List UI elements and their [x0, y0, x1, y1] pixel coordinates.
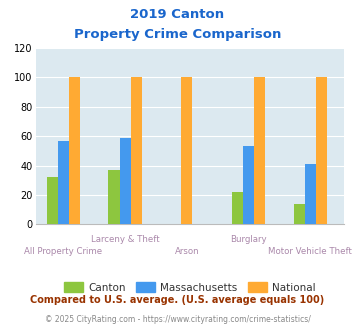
Bar	[47, 177, 58, 224]
Bar	[294, 204, 305, 224]
Bar	[108, 170, 120, 224]
Bar	[131, 77, 142, 224]
Bar	[69, 77, 80, 224]
Text: Arson: Arson	[175, 248, 199, 256]
Legend: Canton, Massachusetts, National: Canton, Massachusetts, National	[60, 278, 320, 297]
Bar	[305, 164, 316, 224]
Bar	[58, 141, 69, 224]
Bar	[181, 77, 192, 224]
Bar	[316, 77, 327, 224]
Text: © 2025 CityRating.com - https://www.cityrating.com/crime-statistics/: © 2025 CityRating.com - https://www.city…	[45, 315, 310, 324]
Bar	[120, 138, 131, 224]
Text: Compared to U.S. average. (U.S. average equals 100): Compared to U.S. average. (U.S. average …	[31, 295, 324, 305]
Text: All Property Crime: All Property Crime	[24, 248, 102, 256]
Text: Larceny & Theft: Larceny & Theft	[91, 235, 159, 244]
Bar	[254, 77, 265, 224]
Bar	[243, 147, 254, 224]
Text: Burglary: Burglary	[230, 235, 267, 244]
Text: Property Crime Comparison: Property Crime Comparison	[74, 28, 281, 41]
Text: Motor Vehicle Theft: Motor Vehicle Theft	[268, 248, 352, 256]
Text: 2019 Canton: 2019 Canton	[130, 8, 225, 21]
Bar	[232, 192, 243, 224]
